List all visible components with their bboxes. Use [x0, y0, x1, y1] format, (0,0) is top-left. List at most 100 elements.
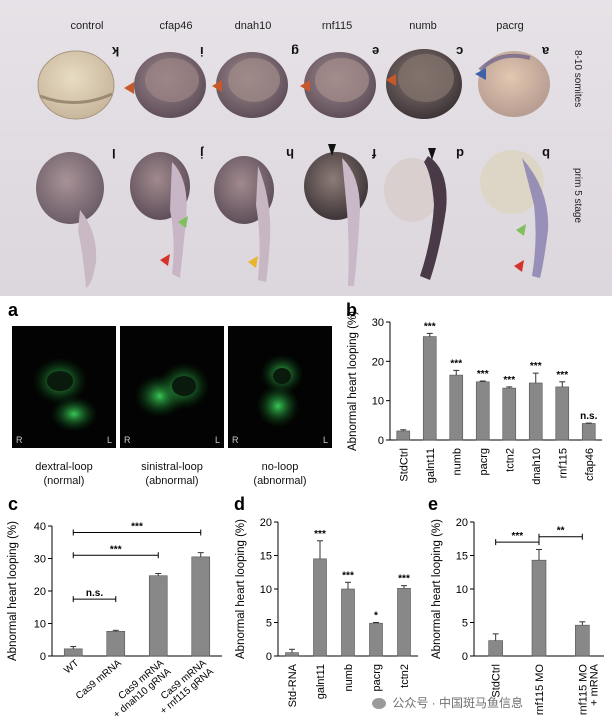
y-tick-label: 10 [456, 584, 468, 596]
caption-noloop-line1: no-loop [261, 461, 299, 473]
column-label-control: control [70, 20, 104, 32]
y-tick-label: 20 [372, 356, 384, 368]
heart-fluorescence-dextral [32, 357, 98, 432]
y-tick-label: 5 [462, 618, 468, 630]
x-tick-label: galnt11 [425, 448, 437, 483]
y-axis-label: Abnormal heart looping (%) [7, 521, 19, 661]
embryo-rnf115-prim5 [304, 152, 368, 286]
x-tick-label: rnf115 MO [534, 664, 546, 716]
column-label-pacrg: pacrg [496, 20, 524, 32]
x-tick-label: pacrg [371, 664, 383, 692]
embryo-drawings [36, 49, 550, 288]
embryo-dnah10-somite [216, 52, 288, 118]
x-tick-label: rnf115 MO+ mRNA [577, 663, 600, 715]
watermark: 公众号 · 中国斑马鱼信息 [372, 694, 523, 711]
significance-label: *** [450, 358, 462, 369]
panel-letter-b: b [346, 300, 357, 320]
arrow-dnah10 [212, 80, 222, 92]
embryo-pacrg-somite [478, 51, 550, 117]
y-tick-label: 20 [260, 517, 272, 529]
x-tick-label: Cas9 mRNA [74, 658, 124, 702]
y-tick-label: 10 [260, 584, 272, 596]
significance-label: *** [503, 375, 515, 386]
bar [63, 648, 83, 657]
embryo-pacrg-prim5 [480, 150, 549, 278]
significance-label: *** [314, 529, 326, 540]
arrow-numb [386, 74, 396, 86]
column-label-numb: numb [409, 20, 437, 32]
chart-c: 0 10 20 30 40 Abnormal heart looping (%) WTCas… [7, 521, 222, 716]
embryo-cfap46-somite [134, 52, 206, 118]
x-tick-label: pacrg [478, 448, 490, 476]
bar [285, 652, 299, 657]
y-axis-label: Abnormal heart looping (%) [235, 519, 247, 659]
embryo-control-prim5 [36, 152, 104, 288]
x-tick-label: dnah10 [531, 448, 543, 485]
fluorescent-image-dextral: R L [12, 326, 116, 448]
column-label-cfap46: cfap46 [159, 20, 193, 32]
panel-letter-c: c [8, 494, 19, 514]
significance-label: *** [556, 370, 568, 381]
bar [341, 588, 355, 657]
embryo-dnah10-prim5 [214, 156, 274, 282]
heart-fluorescence-noloop [256, 354, 304, 428]
x-tick-label: rnf115 [557, 448, 569, 478]
side-right-label: L [214, 435, 220, 445]
panel-letter-e: e [428, 494, 439, 514]
y-tick-label: 15 [456, 551, 468, 563]
side-left-label: R [124, 435, 131, 445]
arrow-red-pacrg [514, 260, 524, 272]
bar [397, 588, 411, 657]
y-tick-label: 20 [34, 586, 46, 598]
significance-label: *** [530, 361, 542, 372]
arrow-pacrg [475, 68, 486, 80]
bar [106, 631, 126, 657]
panel-letter-d: d [234, 494, 245, 514]
caption-noloop: no-loop (abnormal) [225, 460, 335, 488]
x-tick-label: WT [62, 658, 81, 676]
bar [575, 624, 590, 657]
bar [531, 559, 547, 657]
arrow-green-cfap46 [178, 216, 188, 228]
chart-e: 0 5 10 15 20 Abnormal heart looping (%) StdCtr… [431, 517, 604, 716]
caption-dextral: dextral-loop (normal) [9, 460, 119, 488]
embryo-numb-prim5 [384, 156, 447, 280]
x-tick-label: galnt11 [315, 664, 327, 699]
y-axis-label: Abnormal heart looping (%) [431, 519, 443, 659]
x-tick-label: numb [343, 664, 355, 692]
caption-dextral-line1: dextral-loop [35, 461, 93, 473]
caption-dextral-line2: (normal) [43, 475, 85, 487]
caption-sinistral: sinistral-loop (abnormal) [117, 460, 227, 488]
column-label-rnf115: rnf115 [321, 20, 353, 32]
bar [313, 558, 327, 657]
y-tick-label: 0 [378, 435, 384, 447]
caption-sinistral-line1: sinistral-loop [141, 461, 203, 473]
side-left-label: R [16, 435, 23, 445]
x-tick-label: StdCtrl [398, 448, 410, 482]
side-left-label: R [232, 435, 239, 445]
y-axis-label: Abnormal heart looping (%) [347, 311, 359, 451]
side-right-label: L [106, 435, 112, 445]
arrow-yellow-dnah10 [248, 256, 258, 268]
embryo-image-panel: control cfap46 dnah10 rnf115 numb pacrg … [0, 0, 612, 296]
arrow-rnf115 [300, 80, 310, 92]
y-tick-label: 0 [40, 651, 46, 663]
y-tick-label: 10 [34, 619, 46, 631]
bracket-label: *** [131, 522, 143, 533]
y-tick-label: 40 [34, 521, 46, 533]
arrow-black-rnf115 [328, 144, 336, 156]
column-label-dnah10: dnah10 [234, 20, 272, 32]
bracket-label: n.s. [86, 588, 103, 599]
y-tick-label: 10 [372, 396, 384, 408]
fluorescent-image-sinistral: R L [120, 326, 224, 448]
bar [396, 430, 411, 441]
x-tick-label: tctn2 [504, 448, 516, 472]
bar [475, 381, 490, 441]
x-tick-label: tctn2 [399, 664, 411, 688]
chart-b: 0 10 20 30 Abnormal heart looping (%) *** *** *… [347, 311, 602, 485]
significance-label: * [374, 611, 378, 622]
embryo-numb-somite [386, 49, 462, 119]
bar [581, 423, 596, 441]
fluorescent-image-noloop: R L [228, 326, 332, 448]
significance-label: n.s. [580, 411, 597, 422]
